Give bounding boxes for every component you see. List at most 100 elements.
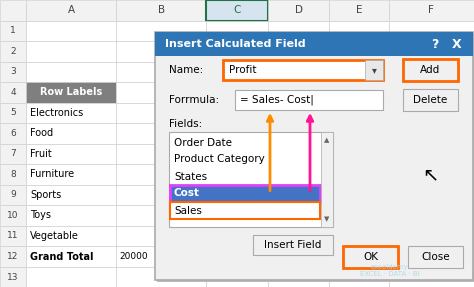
Text: Grand Total: Grand Total (30, 251, 93, 261)
Bar (206, 102, 268, 123)
Bar (116, 267, 206, 287)
Text: Furniture: Furniture (30, 169, 74, 179)
Text: States: States (174, 172, 207, 181)
Bar (26, 164, 116, 185)
Bar (206, 0, 268, 20)
Bar (0, 164, 26, 185)
Bar (170, 185, 320, 202)
Bar (389, 102, 474, 123)
Text: 7: 7 (10, 150, 16, 158)
Text: ?: ? (431, 38, 439, 51)
Bar (268, 246, 329, 267)
Bar (343, 246, 398, 268)
Bar (206, 185, 268, 205)
Text: Name:: Name: (169, 65, 203, 75)
Text: B: B (157, 5, 165, 15)
Bar (389, 62, 474, 82)
Text: 4: 4 (10, 88, 16, 97)
Bar (26, 123, 116, 144)
Bar (268, 185, 329, 205)
Bar (223, 60, 383, 80)
Bar (235, 90, 383, 110)
Bar (408, 246, 463, 268)
Bar (26, 185, 116, 205)
Bar (329, 205, 389, 226)
Bar (26, 144, 116, 164)
Text: Sports: Sports (30, 190, 61, 200)
Bar (206, 41, 268, 62)
Bar (116, 62, 206, 82)
Bar (329, 123, 389, 144)
Bar (116, 246, 206, 267)
Bar (0, 102, 26, 123)
Bar (329, 226, 389, 246)
Bar (116, 82, 206, 102)
Bar (389, 164, 474, 185)
Bar (169, 132, 333, 227)
Text: F: F (428, 5, 434, 15)
Bar (389, 82, 474, 102)
Bar (268, 267, 329, 287)
Bar (389, 267, 474, 287)
Text: exceldemy
EXCEL · DATA · BI: exceldemy EXCEL · DATA · BI (360, 263, 420, 276)
Bar (116, 185, 206, 205)
Bar (321, 132, 333, 227)
Text: Product Category: Product Category (174, 154, 265, 164)
Text: 6: 6 (10, 129, 16, 138)
Text: = Sales- Cost|: = Sales- Cost| (240, 95, 314, 105)
Bar (268, 205, 329, 226)
Bar (206, 62, 268, 82)
Bar (206, 246, 268, 267)
Text: 8: 8 (10, 170, 16, 179)
Bar (116, 123, 206, 144)
Text: X: X (452, 38, 462, 51)
Bar (116, 226, 206, 246)
Bar (26, 82, 116, 102)
Bar (0, 0, 26, 20)
Bar (170, 202, 320, 219)
Bar (206, 20, 268, 41)
Bar (26, 226, 116, 246)
Bar (116, 144, 206, 164)
Bar (389, 0, 474, 20)
Bar (389, 41, 474, 62)
Text: Sales: Sales (174, 205, 202, 216)
Bar (116, 0, 206, 20)
Text: ▼: ▼ (324, 216, 330, 222)
Bar (389, 144, 474, 164)
Text: 10: 10 (7, 211, 19, 220)
Bar (206, 123, 268, 144)
Bar (0, 205, 26, 226)
Bar (268, 164, 329, 185)
Bar (206, 144, 268, 164)
Bar (0, 246, 26, 267)
Bar (0, 185, 26, 205)
Text: Forrmula:: Forrmula: (169, 95, 219, 105)
Bar (253, 235, 333, 255)
Text: 3: 3 (10, 67, 16, 76)
Text: C: C (233, 5, 241, 15)
Bar (329, 62, 389, 82)
Bar (268, 20, 329, 41)
Bar (389, 123, 474, 144)
Bar (116, 20, 206, 41)
Text: OK: OK (363, 252, 378, 262)
Bar (329, 246, 389, 267)
Text: Close: Close (421, 252, 450, 262)
Bar (389, 185, 474, 205)
Text: 9: 9 (10, 191, 16, 199)
Bar (329, 82, 389, 102)
Text: Toys: Toys (30, 210, 51, 220)
Text: 2: 2 (10, 47, 16, 56)
Text: Row Labels: Row Labels (40, 87, 102, 97)
Bar (268, 82, 329, 102)
Bar (26, 205, 116, 226)
Text: ▲: ▲ (324, 137, 330, 143)
Bar (329, 185, 389, 205)
Bar (0, 20, 26, 41)
Text: Fruit: Fruit (30, 149, 52, 159)
Bar (206, 267, 268, 287)
Bar (116, 205, 206, 226)
Text: A: A (67, 5, 75, 15)
Text: 1: 1 (10, 26, 16, 35)
